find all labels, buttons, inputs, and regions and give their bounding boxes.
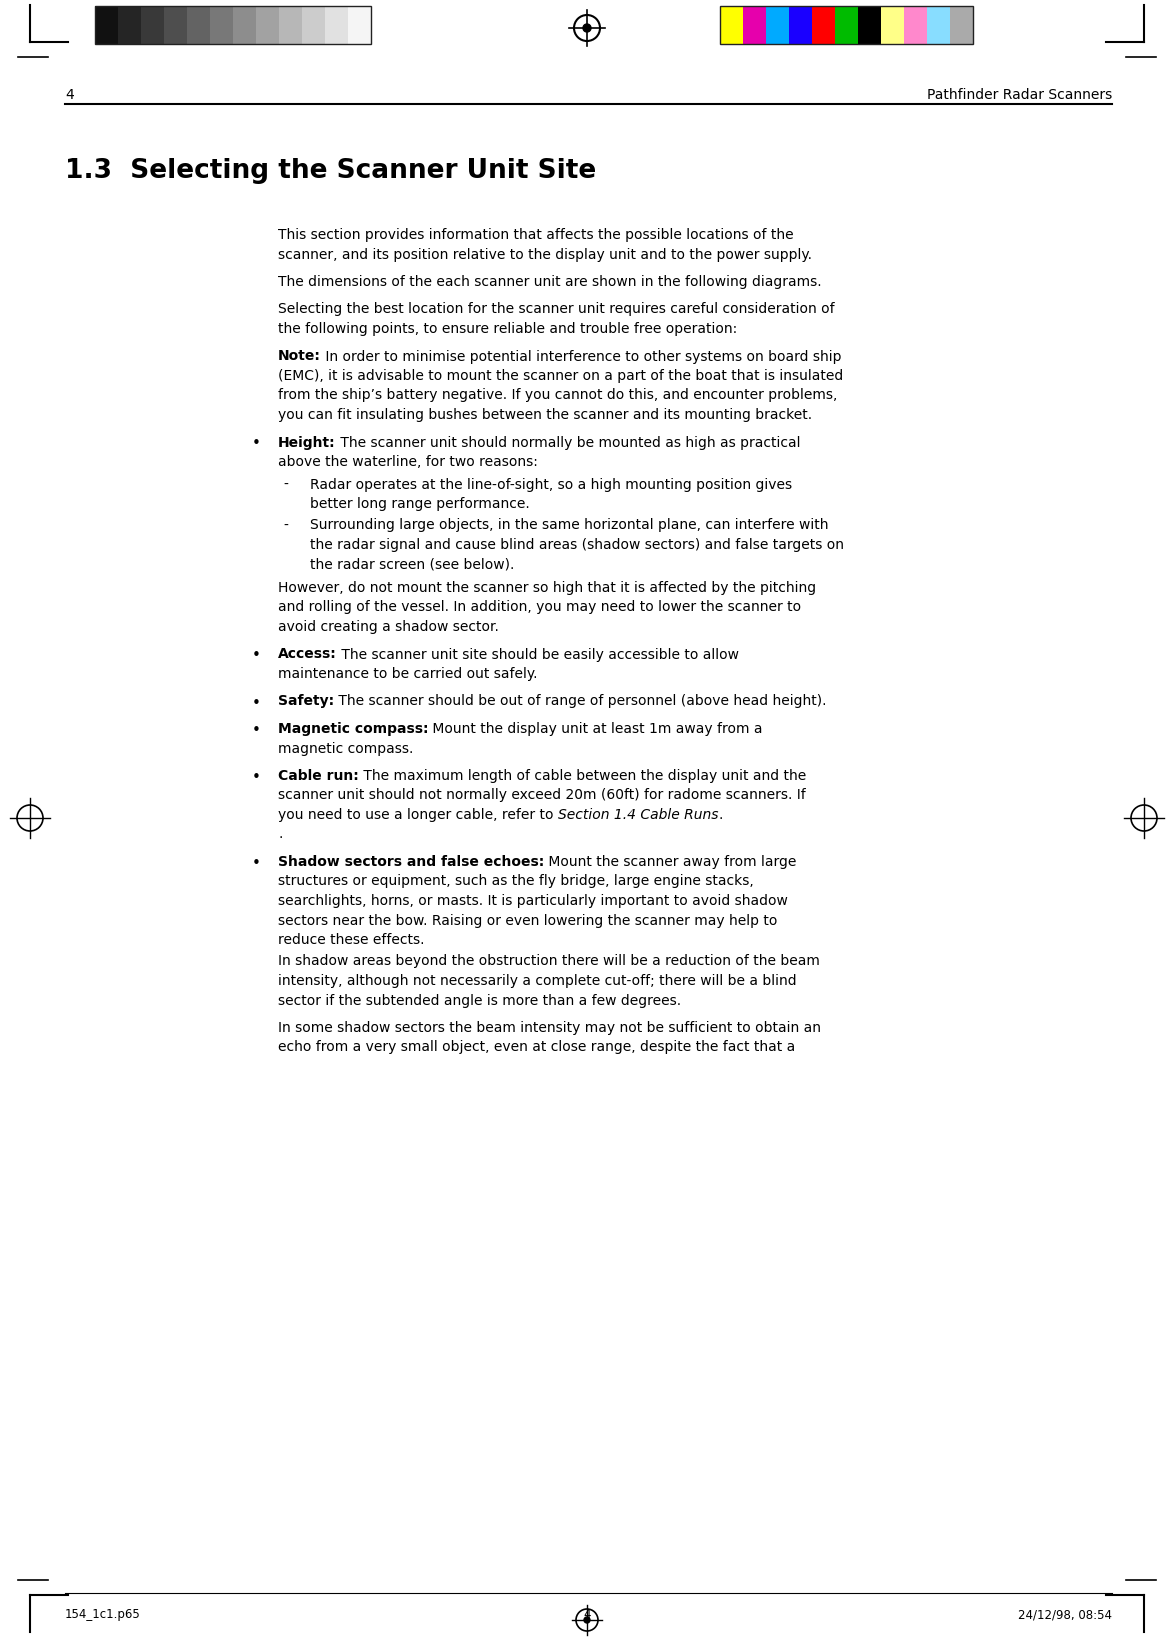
Bar <box>927 7 950 44</box>
Text: maintenance to be carried out safely.: maintenance to be carried out safely. <box>278 666 538 681</box>
Text: The scanner unit should normally be mounted as high as practical: The scanner unit should normally be moun… <box>336 435 801 450</box>
Text: •: • <box>252 769 261 786</box>
Text: The scanner unit site should be easily accessible to allow: The scanner unit site should be easily a… <box>337 648 738 661</box>
Circle shape <box>583 25 591 33</box>
Text: you can fit insulating bushes between the scanner and its mounting bracket.: you can fit insulating bushes between th… <box>278 408 812 422</box>
Text: searchlights, horns, or masts. It is particularly important to avoid shadow: searchlights, horns, or masts. It is par… <box>278 894 788 909</box>
Bar <box>858 7 880 44</box>
Text: scanner unit should not normally exceed 20m (60ft) for radome scanners. If: scanner unit should not normally exceed … <box>278 789 805 802</box>
Text: However, do not mount the scanner so high that it is affected by the pitching: However, do not mount the scanner so hig… <box>278 581 816 594</box>
Text: In shadow areas beyond the obstruction there will be a reduction of the beam: In shadow areas beyond the obstruction t… <box>278 954 819 969</box>
Text: •: • <box>252 648 261 663</box>
Text: and rolling of the vessel. In addition, you may need to lower the scanner to: and rolling of the vessel. In addition, … <box>278 601 801 614</box>
Bar <box>835 7 858 44</box>
Text: In order to minimise potential interference to other systems on board ship: In order to minimise potential interfere… <box>321 350 842 363</box>
Text: Selecting the best location for the scanner unit requires careful consideration : Selecting the best location for the scan… <box>278 303 835 316</box>
Bar <box>141 7 164 44</box>
Text: 1.3  Selecting the Scanner Unit Site: 1.3 Selecting the Scanner Unit Site <box>65 159 596 183</box>
Bar <box>720 7 743 44</box>
Text: The scanner should be out of range of personnel (above head height).: The scanner should be out of range of pe… <box>335 694 826 709</box>
Text: (EMC), it is advisable to mount the scanner on a part of the boat that is insula: (EMC), it is advisable to mount the scan… <box>278 368 843 383</box>
Text: echo from a very small object, even at close range, despite the fact that a: echo from a very small object, even at c… <box>278 1041 795 1054</box>
Text: The dimensions of the each scanner unit are shown in the following diagrams.: The dimensions of the each scanner unit … <box>278 275 822 290</box>
Text: Note:: Note: <box>278 350 321 363</box>
Bar <box>256 7 279 44</box>
Text: .: . <box>278 827 283 841</box>
Text: structures or equipment, such as the fly bridge, large engine stacks,: structures or equipment, such as the fly… <box>278 874 754 889</box>
Text: Surrounding large objects, in the same horizontal plane, can interfere with: Surrounding large objects, in the same h… <box>310 519 829 532</box>
Bar <box>743 7 765 44</box>
Bar <box>812 7 835 44</box>
Text: The maximum length of cable between the display unit and the: The maximum length of cable between the … <box>359 769 807 782</box>
Text: 154_1c1.p65: 154_1c1.p65 <box>65 1608 141 1621</box>
Bar <box>210 7 232 44</box>
Text: above the waterline, for two reasons:: above the waterline, for two reasons: <box>278 455 538 468</box>
Text: sectors near the bow. Raising or even lowering the scanner may help to: sectors near the bow. Raising or even lo… <box>278 913 777 928</box>
Circle shape <box>583 1617 591 1622</box>
Text: sector if the subtended angle is more than a few degrees.: sector if the subtended angle is more th… <box>278 994 681 1007</box>
Text: 4: 4 <box>583 1608 591 1621</box>
Text: •: • <box>252 856 261 871</box>
Text: -: - <box>283 519 288 532</box>
Text: the radar screen (see below).: the radar screen (see below). <box>310 558 514 571</box>
Text: scanner, and its position relative to the display unit and to the power supply.: scanner, and its position relative to th… <box>278 247 812 262</box>
Bar <box>232 7 256 44</box>
Bar <box>348 7 371 44</box>
Text: •: • <box>252 724 261 738</box>
Text: Mount the display unit at least 1m away from a: Mount the display unit at least 1m away … <box>429 722 763 737</box>
Text: Pathfinder Radar Scanners: Pathfinder Radar Scanners <box>926 88 1112 101</box>
Text: 4: 4 <box>65 88 74 101</box>
Text: Mount the scanner away from large: Mount the scanner away from large <box>545 855 797 869</box>
Text: 24/12/98, 08:54: 24/12/98, 08:54 <box>1018 1608 1112 1621</box>
Text: the radar signal and cause blind areas (shadow sectors) and false targets on: the radar signal and cause blind areas (… <box>310 539 844 552</box>
Bar <box>279 7 302 44</box>
Bar <box>119 7 141 44</box>
Bar <box>880 7 904 44</box>
Bar <box>187 7 210 44</box>
Text: better long range performance.: better long range performance. <box>310 498 529 511</box>
Text: the following points, to ensure reliable and trouble free operation:: the following points, to ensure reliable… <box>278 322 737 336</box>
Text: Radar operates at the line-of-sight, so a high mounting position gives: Radar operates at the line-of-sight, so … <box>310 478 792 491</box>
Text: -: - <box>283 478 288 491</box>
Bar <box>95 7 371 44</box>
Text: This section provides information that affects the possible locations of the: This section provides information that a… <box>278 228 794 242</box>
Bar <box>765 7 789 44</box>
Bar <box>904 7 927 44</box>
Text: Magnetic compass:: Magnetic compass: <box>278 722 429 737</box>
Text: Section 1.4 Cable Runs: Section 1.4 Cable Runs <box>558 809 718 822</box>
Bar <box>325 7 348 44</box>
Text: .: . <box>718 809 723 822</box>
Text: •: • <box>252 437 261 452</box>
Bar <box>720 7 973 44</box>
Bar <box>95 7 119 44</box>
Text: Height:: Height: <box>278 435 336 450</box>
Text: Shadow sectors and false echoes:: Shadow sectors and false echoes: <box>278 855 545 869</box>
Text: you need to use a longer cable, refer to: you need to use a longer cable, refer to <box>278 809 558 822</box>
Text: intensity, although not necessarily a complete cut-off; there will be a blind: intensity, although not necessarily a co… <box>278 974 797 989</box>
Text: Cable run:: Cable run: <box>278 769 359 782</box>
Text: avoid creating a shadow sector.: avoid creating a shadow sector. <box>278 620 499 634</box>
Bar <box>164 7 187 44</box>
Text: In some shadow sectors the beam intensity may not be sufficient to obtain an: In some shadow sectors the beam intensit… <box>278 1021 821 1035</box>
Bar <box>302 7 325 44</box>
Text: reduce these effects.: reduce these effects. <box>278 933 425 946</box>
Text: from the ship’s battery negative. If you cannot do this, and encounter problems,: from the ship’s battery negative. If you… <box>278 388 837 403</box>
Bar <box>950 7 973 44</box>
Text: Access:: Access: <box>278 648 337 661</box>
Text: Safety:: Safety: <box>278 694 335 709</box>
Bar <box>789 7 812 44</box>
Text: •: • <box>252 696 261 710</box>
Text: magnetic compass.: magnetic compass. <box>278 742 413 756</box>
